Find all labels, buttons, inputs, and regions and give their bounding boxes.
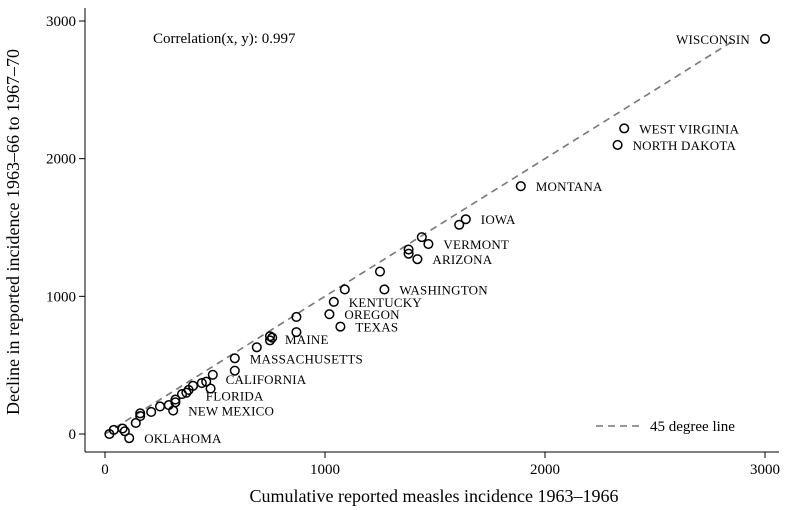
data-point [205, 383, 216, 394]
point-label: WASHINGTON [399, 282, 488, 297]
x-tick-label: 1000 [310, 462, 340, 478]
data-point [251, 342, 262, 353]
data-point [168, 405, 179, 416]
y-tick-label: 3000 [46, 14, 76, 30]
data-point [196, 378, 207, 389]
point-label: VERMONT [443, 237, 509, 252]
data-point [201, 376, 212, 387]
data-point [379, 284, 390, 295]
data-point [117, 423, 128, 434]
x-tick-label: 2000 [530, 462, 560, 478]
point-label: FLORIDA [206, 388, 264, 403]
y-axis-title: Decline in reported incidence 1963–66 to… [3, 49, 23, 415]
data-point [154, 401, 166, 412]
axes [84, 8, 779, 453]
point-label: ARIZONA [432, 252, 492, 267]
data-point [135, 411, 146, 422]
data-point [170, 394, 181, 405]
data-point [412, 254, 423, 265]
x-axis-title: Cumulative reported measles incidence 19… [250, 486, 619, 506]
data-point [291, 311, 302, 323]
data-point [181, 387, 192, 398]
point-label: TEXAS [355, 320, 398, 335]
point-label: CALIFORNIA [226, 372, 307, 387]
x-tick-label: 0 [101, 462, 109, 478]
point-label: WISCONSIN [676, 32, 750, 47]
data-point [229, 365, 240, 376]
data-point [335, 321, 346, 332]
data-point [324, 309, 335, 320]
data-point [135, 408, 146, 419]
data-point [423, 238, 434, 250]
data-point [291, 327, 302, 338]
legend-label: 45 degree line [650, 419, 735, 435]
data-point [612, 139, 623, 150]
data-point [374, 266, 386, 277]
point-label: OKLAHOMA [144, 431, 222, 446]
data-point [264, 335, 276, 346]
point-label: NEW MEXICO [188, 404, 274, 419]
ticks: 0 1000 2000 3000 0 1000 2000 3000 [46, 14, 780, 478]
data-point [229, 353, 240, 364]
point-label: WEST VIRGINIA [639, 121, 739, 136]
data-point [619, 123, 630, 134]
y-tick-label: 2000 [46, 152, 76, 168]
x-tick-label: 3000 [750, 462, 780, 478]
legend: 45 degree line [596, 419, 735, 435]
data-point [119, 426, 130, 437]
data-point [328, 296, 339, 307]
data-point [416, 232, 427, 243]
data-points [104, 33, 771, 444]
y-tick-label: 1000 [46, 289, 76, 305]
reference-line-45-degree [104, 40, 733, 435]
point-label: IOWA [481, 212, 516, 227]
data-point [207, 369, 218, 380]
point-label: MASSACHUSETTS [250, 351, 363, 366]
data-point [403, 248, 414, 259]
point-label: MONTANA [536, 179, 603, 194]
data-point [264, 331, 276, 342]
data-point [460, 214, 471, 225]
point-label: OREGON [344, 307, 400, 322]
y-tick-label: 0 [69, 427, 77, 443]
data-point [267, 332, 278, 343]
data-point [403, 244, 414, 255]
data-point [130, 417, 141, 429]
data-point [759, 33, 771, 44]
data-point [104, 428, 115, 440]
data-point [515, 181, 526, 192]
data-point [176, 389, 188, 400]
point-label: MAINE [285, 332, 329, 347]
data-point [124, 433, 135, 444]
point-labels: WISCONSIN WEST VIRGINIA NORTH DAKOTA MONTAN… [144, 32, 750, 446]
point-label: NORTH DAKOTA [633, 138, 737, 153]
data-point [454, 219, 465, 230]
data-point [339, 284, 350, 295]
correlation-annotation: Correlation(x, y): 0.997 [153, 31, 296, 47]
data-point [146, 406, 157, 418]
point-label: KENTUCKY [349, 295, 423, 310]
